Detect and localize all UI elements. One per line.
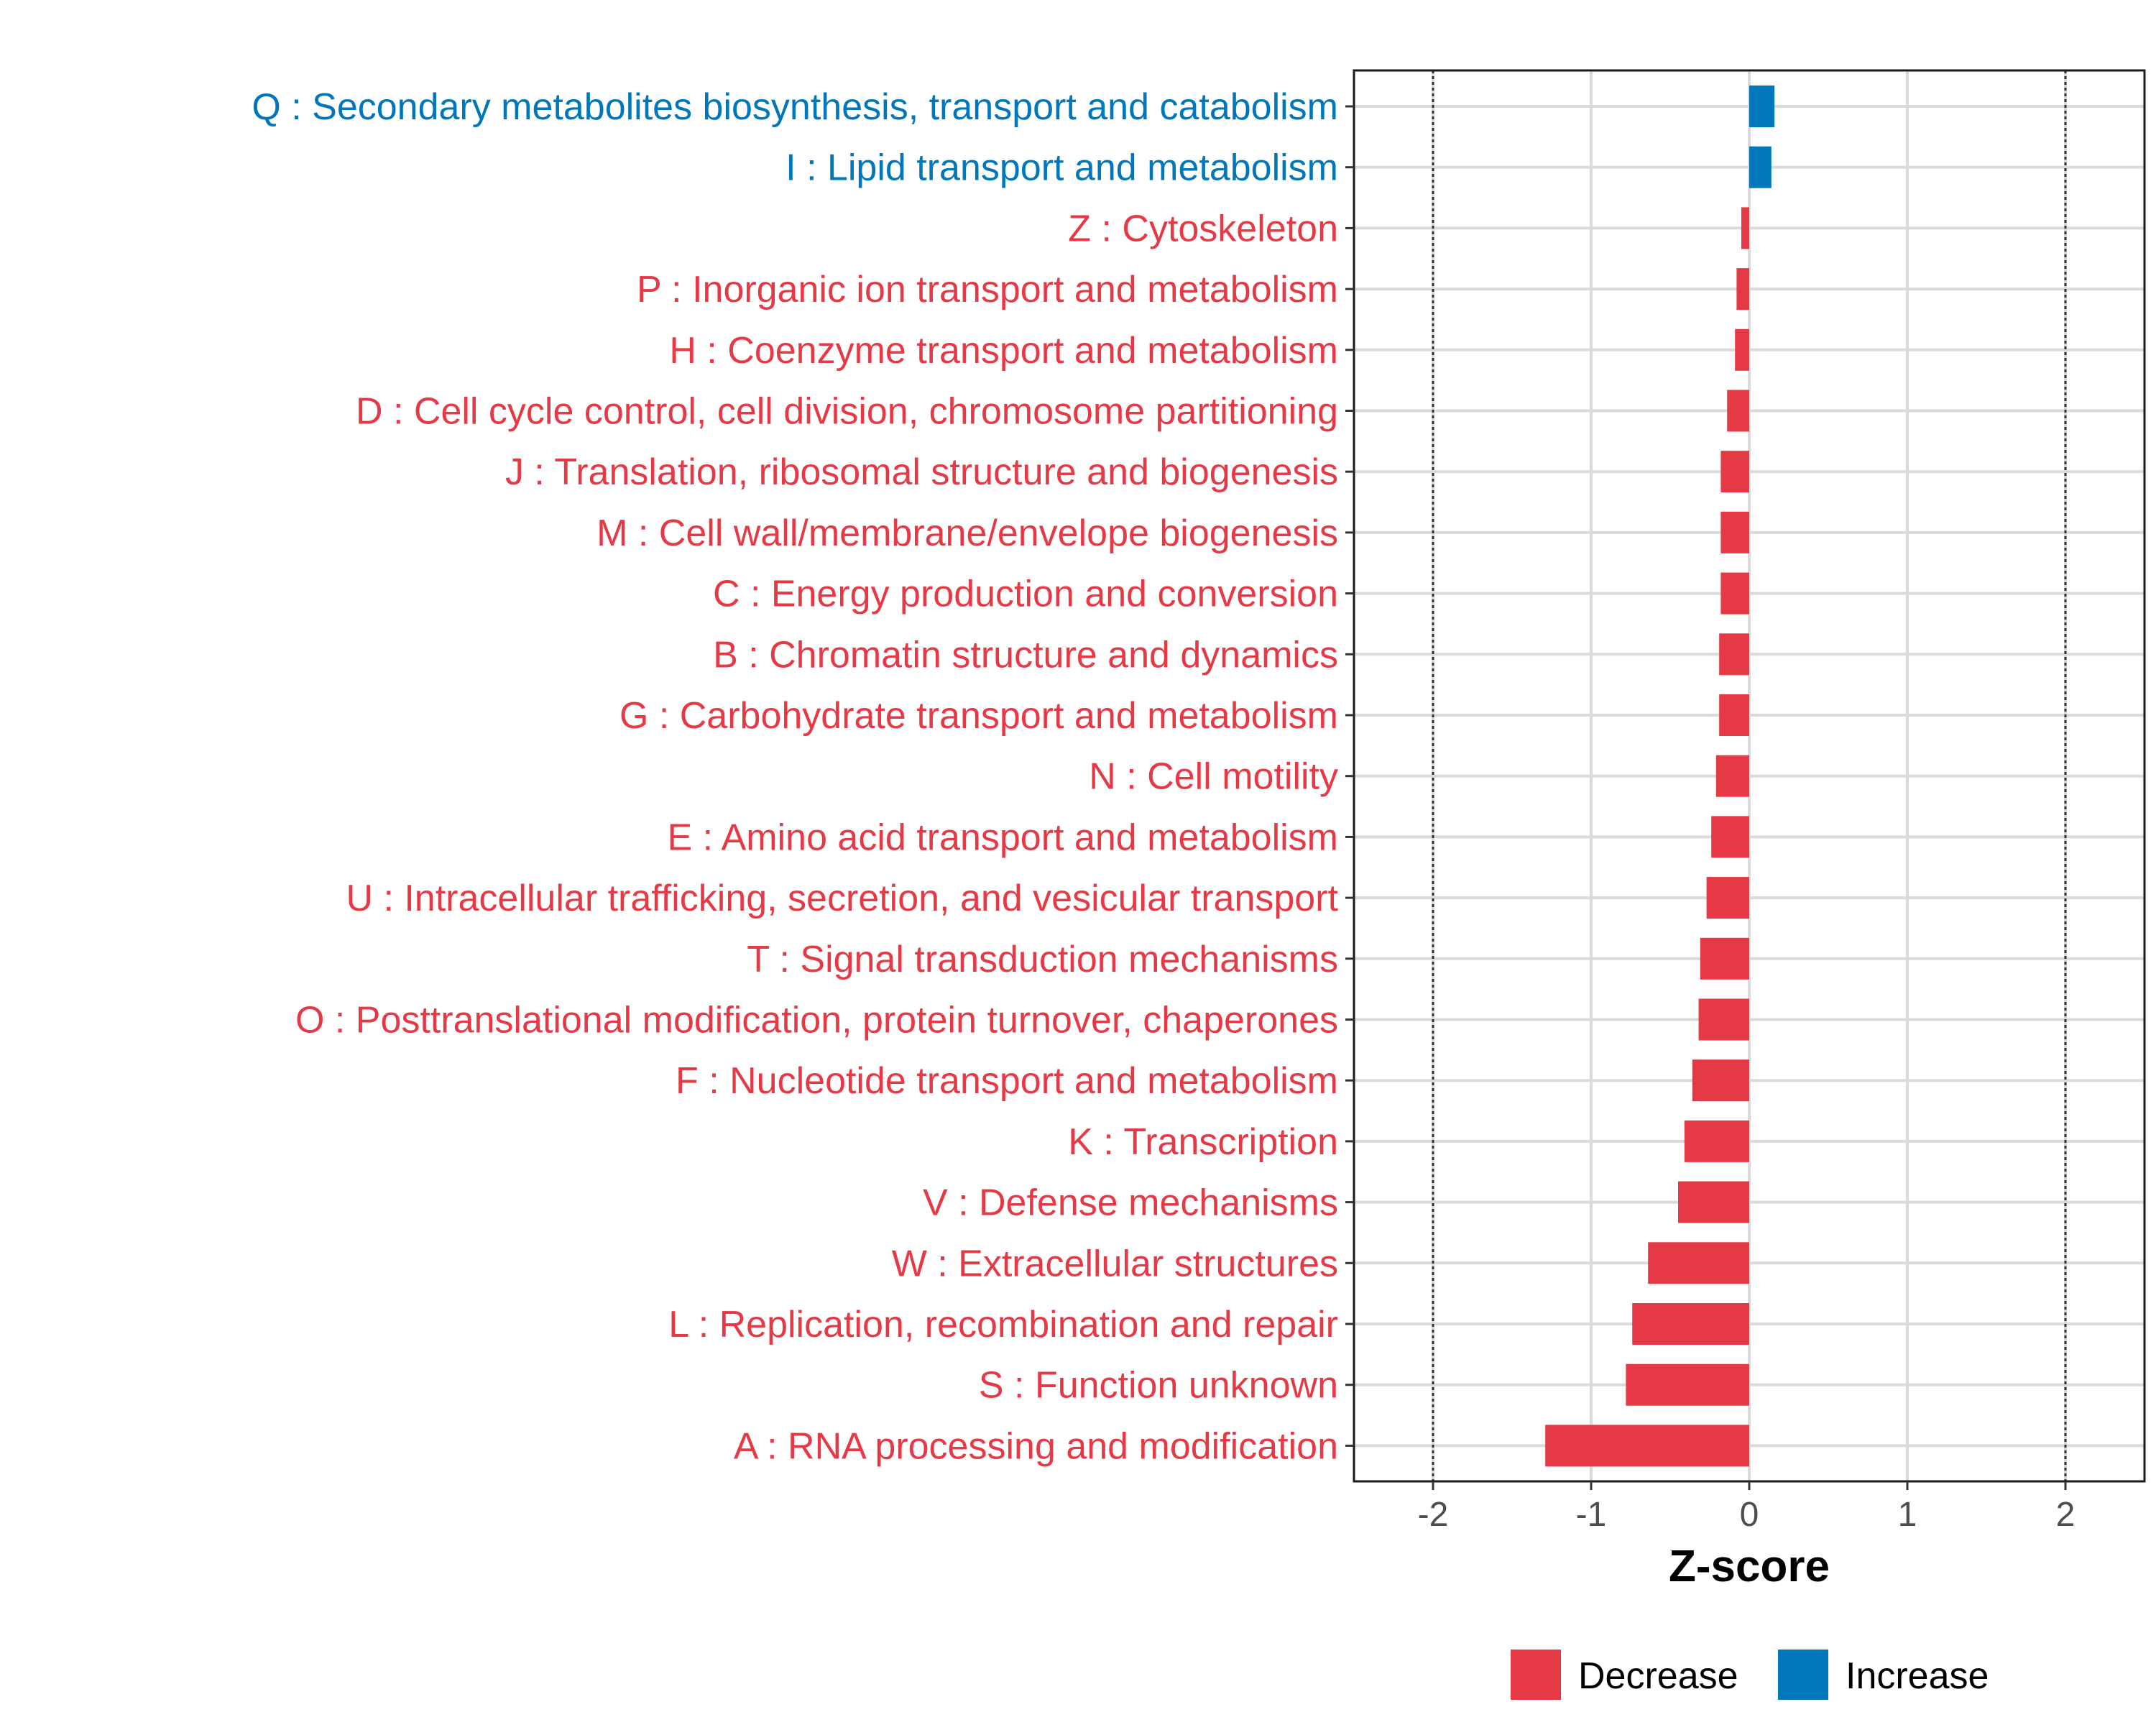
x-tick-label: 1 <box>1898 1496 1917 1534</box>
category-label: W : Extracellular structures <box>892 1243 1338 1284</box>
category-label: C : Energy production and conversion <box>713 574 1338 615</box>
y-axis-labels: Q : Secondary metabolites biosynthesis, … <box>252 86 1338 1467</box>
category-label: Z : Cytoskeleton <box>1068 208 1338 249</box>
category-label: U : Intracellular trafficking, secretion… <box>346 878 1338 919</box>
category-label: N : Cell motility <box>1089 756 1338 798</box>
bar <box>1719 694 1749 736</box>
bar <box>1684 1120 1749 1162</box>
bar <box>1711 816 1749 858</box>
legend-label-decrease: Decrease <box>1578 1655 1738 1697</box>
bar <box>1698 998 1749 1041</box>
bar <box>1720 451 1749 493</box>
category-label: M : Cell wall/membrane/envelope biogenes… <box>596 512 1338 554</box>
category-label: B : Chromatin structure and dynamics <box>713 634 1338 676</box>
category-label: V : Defense mechanisms <box>923 1182 1338 1224</box>
bars <box>1545 86 1775 1467</box>
category-label: K : Transcription <box>1068 1121 1338 1163</box>
category-label: I : Lipid transport and metabolism <box>786 147 1338 189</box>
x-tick-label: -2 <box>1418 1496 1449 1534</box>
category-label: S : Function unknown <box>979 1365 1338 1407</box>
bar <box>1741 207 1749 249</box>
category-label: T : Signal transduction mechanisms <box>747 939 1338 980</box>
legend-swatch-decrease <box>1511 1650 1561 1700</box>
bar <box>1720 572 1749 615</box>
reference-lines <box>1432 70 2067 1481</box>
category-label: Q : Secondary metabolites biosynthesis, … <box>252 86 1338 128</box>
category-label: D : Cell cycle control, cell division, c… <box>356 391 1338 433</box>
category-label: A : RNA processing and modification <box>734 1425 1338 1467</box>
x-axis-ticks <box>1432 1481 2067 1490</box>
category-label: E : Amino acid transport and metabolism <box>667 816 1338 858</box>
x-tick-label: 0 <box>1740 1496 1759 1534</box>
x-tick-label: -1 <box>1576 1496 1607 1534</box>
bar <box>1706 877 1749 919</box>
bar <box>1648 1242 1749 1284</box>
category-label: P : Inorganic ion transport and metaboli… <box>637 269 1338 310</box>
category-label: J : Translation, ribosomal structure and… <box>505 451 1338 493</box>
x-axis-labels: -2 -1 0 1 2 <box>1418 1496 2076 1534</box>
bar <box>1692 1059 1749 1102</box>
category-label: O : Posttranslational modification, prot… <box>295 1000 1338 1041</box>
category-label: G : Carbohydrate transport and metabolis… <box>619 695 1338 737</box>
bar <box>1678 1181 1749 1223</box>
legend: Decrease Increase <box>1511 1650 1989 1700</box>
category-label: H : Coenzyme transport and metabolism <box>669 330 1338 372</box>
bar <box>1545 1425 1749 1467</box>
legend-swatch-increase <box>1778 1650 1828 1700</box>
bar <box>1719 633 1749 676</box>
category-label: F : Nucleotide transport and metabolism <box>676 1060 1338 1102</box>
bar <box>1749 146 1772 188</box>
bar <box>1700 937 1749 980</box>
legend-label-increase: Increase <box>1846 1655 1989 1697</box>
bar <box>1632 1303 1749 1345</box>
bar <box>1720 511 1749 553</box>
bar <box>1735 328 1749 371</box>
x-tick-label: 2 <box>2056 1496 2076 1534</box>
bar <box>1727 390 1749 432</box>
x-axis-title: Z-score <box>1669 1542 1830 1591</box>
y-axis-ticks <box>1345 105 1354 1447</box>
bar <box>1626 1363 1749 1406</box>
bar <box>1749 86 1775 127</box>
category-label: L : Replication, recombination and repai… <box>668 1304 1338 1346</box>
bar <box>1715 755 1749 797</box>
bar <box>1736 268 1749 310</box>
